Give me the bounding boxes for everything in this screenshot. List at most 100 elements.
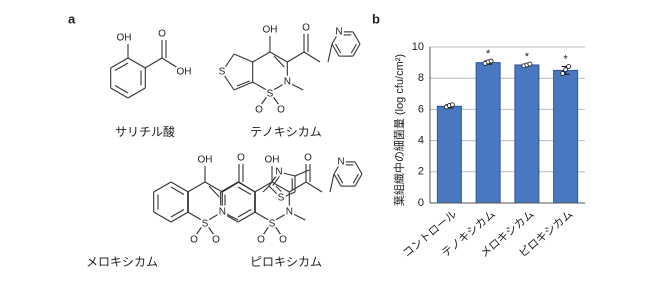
atom-label: N bbox=[219, 207, 226, 218]
bond bbox=[237, 209, 252, 218]
atom-label: N bbox=[284, 77, 291, 88]
bond bbox=[233, 81, 253, 91]
bond bbox=[329, 173, 335, 193]
atom-label: O bbox=[279, 235, 287, 246]
atom-label: O bbox=[255, 105, 263, 116]
bond bbox=[170, 181, 189, 193]
bond bbox=[331, 31, 340, 45]
bond bbox=[204, 211, 223, 223]
atom-label: O bbox=[257, 235, 265, 246]
bond bbox=[350, 43, 357, 54]
bond bbox=[305, 181, 323, 193]
bond bbox=[278, 171, 296, 177]
bond bbox=[269, 81, 288, 93]
bond bbox=[153, 211, 172, 223]
bond bbox=[354, 173, 363, 187]
bond bbox=[220, 211, 239, 223]
bond bbox=[170, 211, 189, 223]
bond bbox=[110, 57, 129, 69]
bond bbox=[153, 181, 172, 193]
bond bbox=[354, 161, 363, 175]
bond bbox=[254, 211, 273, 223]
bond bbox=[262, 185, 270, 193]
bond bbox=[204, 221, 215, 236]
atom-label: S bbox=[202, 219, 209, 230]
bond bbox=[237, 186, 252, 195]
atom-label: O bbox=[158, 29, 166, 40]
significance-mark: * bbox=[486, 48, 491, 60]
data-point bbox=[560, 71, 566, 76]
bond bbox=[271, 221, 282, 236]
bond bbox=[170, 186, 185, 195]
bond bbox=[144, 57, 163, 69]
bond bbox=[222, 211, 239, 221]
atom-label: O bbox=[304, 153, 312, 164]
bond bbox=[221, 71, 235, 91]
y-axis-label: 葉組織中の細菌量 (log cfu/cm²) bbox=[392, 54, 406, 206]
bond bbox=[195, 221, 206, 236]
bond bbox=[161, 57, 179, 69]
y-tick-label: 6 bbox=[418, 103, 424, 115]
bond bbox=[269, 51, 288, 63]
y-tick-label: 2 bbox=[418, 166, 424, 178]
bond bbox=[289, 181, 307, 193]
bond bbox=[110, 87, 129, 99]
bond bbox=[333, 161, 342, 175]
data-point bbox=[449, 102, 455, 108]
bond bbox=[187, 181, 206, 193]
atom-label: S bbox=[278, 193, 285, 204]
bond bbox=[352, 43, 361, 57]
bar bbox=[436, 105, 462, 204]
atom-label: O bbox=[190, 235, 198, 246]
bond bbox=[236, 80, 250, 87]
y-tick-label: 4 bbox=[418, 135, 424, 147]
atom-label: OH bbox=[263, 25, 278, 36]
bond bbox=[294, 169, 310, 177]
bond bbox=[233, 53, 253, 63]
bond bbox=[268, 185, 282, 199]
data-point bbox=[566, 64, 572, 69]
bond bbox=[237, 211, 256, 223]
atom-label: O bbox=[212, 235, 220, 246]
atom-label: OH bbox=[198, 155, 213, 166]
atom-label: N bbox=[337, 157, 344, 168]
y-tick-label: 8 bbox=[418, 72, 424, 84]
bond bbox=[273, 55, 285, 68]
bond bbox=[335, 43, 342, 54]
bar bbox=[514, 64, 540, 204]
atom-label: S bbox=[219, 67, 226, 78]
atom-label: O bbox=[302, 23, 310, 34]
bond bbox=[127, 57, 146, 69]
data-point bbox=[527, 61, 533, 67]
bond bbox=[287, 51, 305, 63]
atom-label: S bbox=[269, 219, 276, 230]
y-tick-label: 0 bbox=[418, 197, 424, 209]
bond bbox=[331, 43, 340, 57]
atom-label: OH bbox=[265, 155, 280, 166]
atom-label: O bbox=[277, 105, 285, 116]
bond bbox=[170, 209, 185, 218]
bond bbox=[208, 185, 220, 198]
compound-name: サリチル酸 bbox=[115, 124, 175, 139]
bond bbox=[187, 211, 206, 223]
bond bbox=[289, 211, 306, 221]
bond bbox=[280, 191, 296, 199]
atom-label: OH bbox=[117, 33, 132, 44]
data-point bbox=[488, 58, 494, 64]
bar bbox=[475, 62, 501, 204]
bond bbox=[333, 173, 342, 187]
bond bbox=[127, 87, 146, 99]
bond bbox=[327, 43, 333, 63]
bond bbox=[271, 181, 290, 193]
panel-label: a bbox=[68, 11, 76, 26]
bond bbox=[352, 173, 359, 184]
bond bbox=[204, 181, 223, 193]
atom-label: N bbox=[335, 27, 342, 38]
panel-label: b bbox=[372, 11, 380, 26]
compound-name: テノキシカム bbox=[250, 125, 322, 139]
atom-label: S bbox=[267, 89, 274, 100]
data-point bbox=[563, 67, 569, 73]
bond bbox=[287, 81, 304, 91]
bond bbox=[271, 211, 290, 223]
